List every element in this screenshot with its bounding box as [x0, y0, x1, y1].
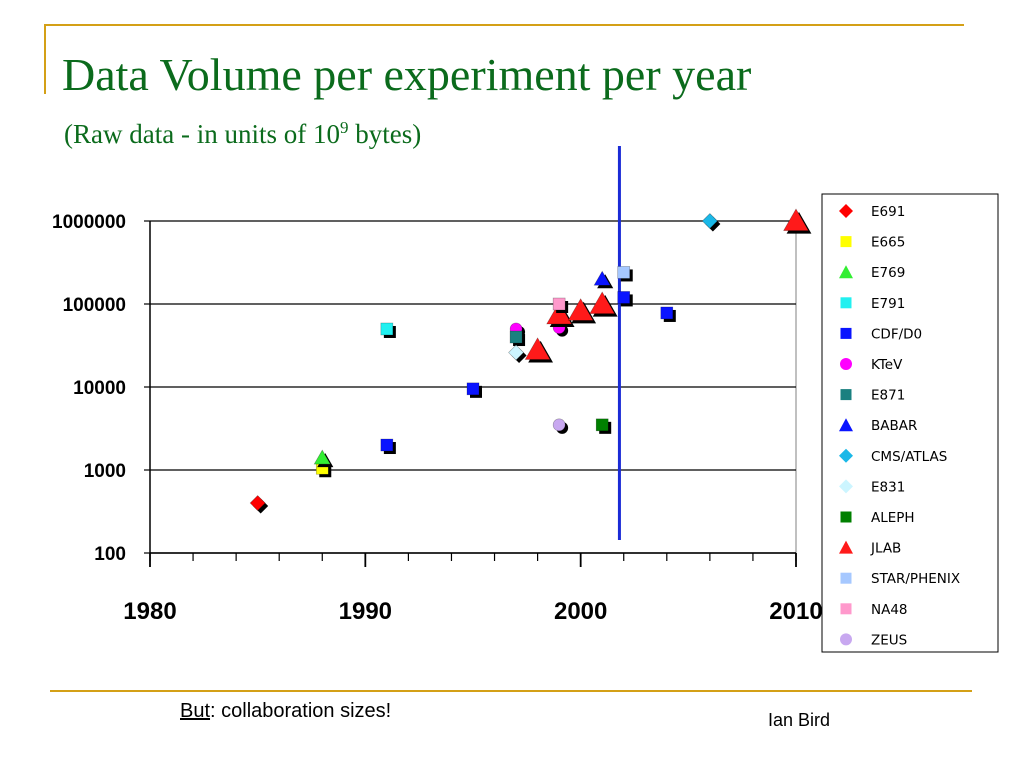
data-point-e691	[249, 495, 266, 511]
data-point-e871	[509, 330, 523, 344]
data-point-jlab	[783, 208, 809, 231]
y-tick-label: 100000	[63, 295, 126, 316]
slide-subtitle: (Raw data - in units of 109 bytes)	[64, 118, 421, 150]
data-point-zeus	[552, 418, 566, 432]
data-point-e831	[508, 344, 524, 361]
legend-label-babar: BABAR	[871, 418, 917, 434]
y-tick-label: 1000	[84, 461, 126, 482]
legend-label-jlab: JLAB	[870, 541, 901, 557]
data-point-e791	[380, 322, 394, 336]
data-point-aleph	[595, 418, 609, 432]
data-point-star-phenix	[617, 266, 631, 279]
data-point-jlab	[567, 298, 594, 321]
legend-label-e665: E665	[871, 235, 905, 251]
legend-label-e831: E831	[871, 479, 905, 495]
data-point-na48	[552, 297, 566, 311]
footer-note: But: collaboration sizes!	[180, 700, 391, 723]
subtitle-prefix: (Raw data - in units of 10	[64, 119, 340, 149]
data-point-e769	[313, 449, 331, 465]
legend-marker-e791	[840, 297, 852, 309]
legend-marker-e871	[840, 389, 852, 401]
y-tick-label: 10000	[73, 378, 126, 399]
legend-label-zeus: ZEUS	[871, 632, 907, 648]
scatter-chart: 100 1000 10000 100000 1000000 1980 1990 2000 201…	[52, 146, 999, 653]
y-tick-label: 100	[94, 544, 126, 565]
bottom-rule	[50, 690, 972, 692]
legend-marker-aleph	[840, 511, 852, 523]
legend-marker-ktev	[840, 358, 852, 370]
legend-marker-star-phenix	[840, 572, 852, 584]
data-point-cdf-d0	[380, 438, 394, 452]
data-point-jlab	[589, 291, 616, 314]
legend-marker-cms-atlas	[839, 448, 853, 463]
data-point-cdf-d0	[617, 291, 631, 304]
data-point-cms-atlas	[701, 213, 718, 229]
x-tick-label: 2000	[554, 598, 607, 625]
legend-label-e691: E691	[871, 204, 905, 220]
legend-marker-na48	[840, 603, 852, 615]
data-point-cdf-d0	[660, 306, 674, 320]
x-tick-label: 2010	[769, 598, 822, 625]
legend-label-e791: E791	[871, 296, 905, 312]
x-tick-label: 1980	[123, 598, 176, 625]
legend-marker-zeus	[840, 633, 852, 646]
legend-marker-jlab	[839, 540, 853, 554]
footer-note-text: : collaboration sizes!	[210, 700, 392, 722]
data-point-jlab	[546, 301, 573, 325]
author-name: Ian Bird	[768, 710, 831, 730]
subtitle-exponent: 9	[339, 118, 349, 137]
legend-label-na48: NA48	[871, 602, 908, 618]
legend-label-ktev: KTeV	[871, 357, 903, 373]
legend-marker-babar	[839, 418, 853, 432]
legend-marker-cdf-d0	[840, 327, 852, 339]
left-rule	[44, 24, 46, 94]
data-point-jlab	[524, 337, 551, 360]
legend-marker-e769	[839, 265, 853, 279]
subtitle-suffix: bytes)	[348, 119, 422, 149]
x-tick-label: 1990	[339, 598, 392, 625]
slide-title: Data Volume per experiment per year	[62, 49, 752, 100]
legend-marker-e691	[839, 204, 853, 218]
data-point-babar	[593, 270, 611, 286]
legend-label-aleph: ALEPH	[871, 510, 915, 526]
legend-label-e769: E769	[871, 265, 905, 281]
legend-label-cms-atlas: CMS/ATLAS	[871, 449, 947, 465]
legend-label-e871: E871	[871, 388, 905, 404]
data-point-cdf-d0	[466, 382, 480, 396]
legend-marker-e665	[840, 236, 852, 248]
top-rule	[44, 24, 964, 26]
y-tick-label: 1000000	[52, 212, 126, 233]
legend-marker-e831	[839, 479, 853, 494]
footer-note-emphasis: But	[180, 700, 211, 722]
legend-label-star-phenix: STAR/PHENIX	[871, 571, 960, 587]
legend-label-cdf-d0: CDF/D0	[871, 326, 922, 342]
